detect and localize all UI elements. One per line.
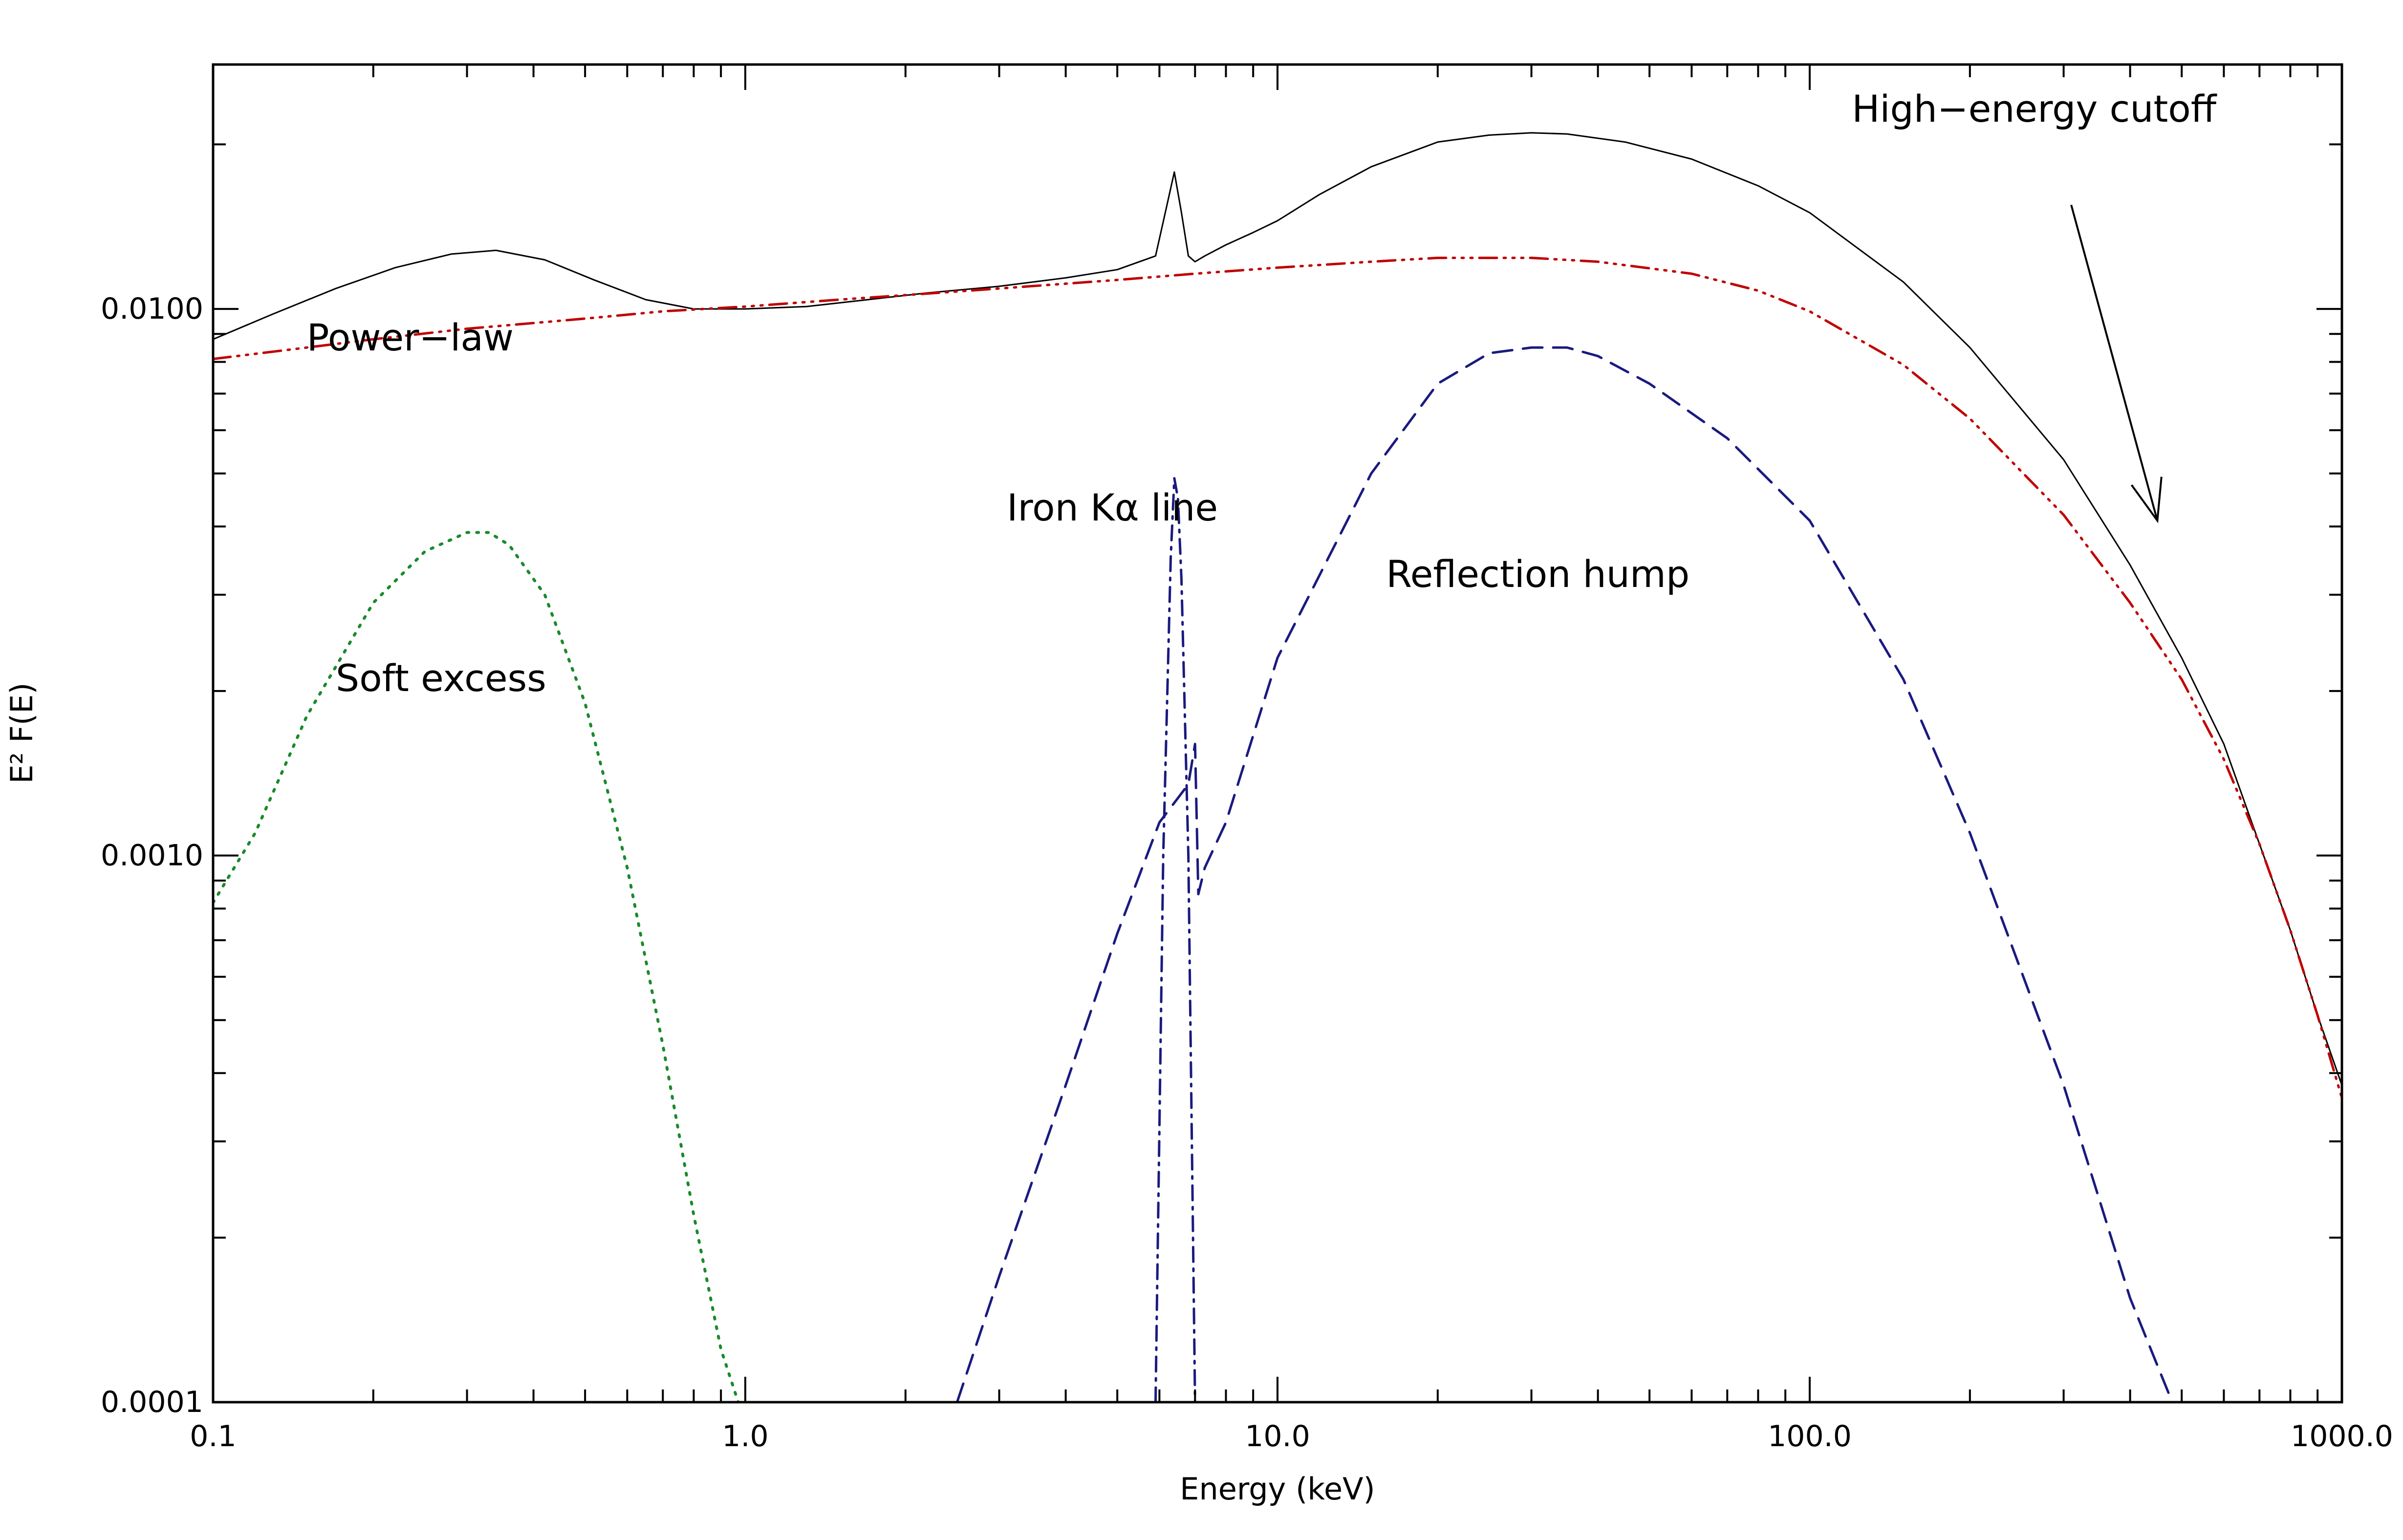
series-line-soft-excess (213, 531, 740, 1402)
annotation-iron-line: Iron Kα line (1007, 486, 1218, 529)
x-tick-label: 0.1 (190, 1419, 236, 1453)
series-line-power-law (213, 257, 2342, 1100)
series-layer (213, 132, 2342, 1402)
annotation-reflection: Reflection hump (1386, 552, 1689, 596)
ticks-layer: 0.1 1.0 10.0 100.0 1000.0 0.0001 0.0010 0.0100 (101, 65, 2393, 1453)
x-tick-label: 100.0 (1768, 1419, 1852, 1453)
annotation-layer: Power−law Soft excess Iron Kα line Reflecti… (307, 87, 2217, 700)
annotation-cutoff: High−energy cutoff (1852, 87, 2217, 130)
x-axis-label: Energy (keV) (1180, 1471, 1375, 1507)
plot-area-frame (212, 63, 2343, 1404)
x-tick-label: 1.0 (722, 1419, 768, 1453)
arrow-shaft (2070, 204, 2159, 521)
y-tick-label: 0.0100 (101, 292, 203, 326)
y-tick-label: 0.0001 (101, 1385, 203, 1419)
y-axis-label: E² F(E) (4, 683, 40, 784)
series-line-total (213, 132, 2342, 1086)
x-tick-label: 1000.0 (2291, 1419, 2393, 1453)
x-tick-label: 10.0 (1245, 1419, 1310, 1453)
series-line-reflection (955, 346, 2174, 1402)
y-tick-label: 0.0010 (101, 839, 203, 873)
arrow-head (2130, 477, 2163, 523)
series-line-iron-line (1154, 477, 1196, 1402)
annotation-power-law: Power−law (307, 316, 514, 359)
annotation-soft-excess: Soft excess (336, 656, 546, 700)
